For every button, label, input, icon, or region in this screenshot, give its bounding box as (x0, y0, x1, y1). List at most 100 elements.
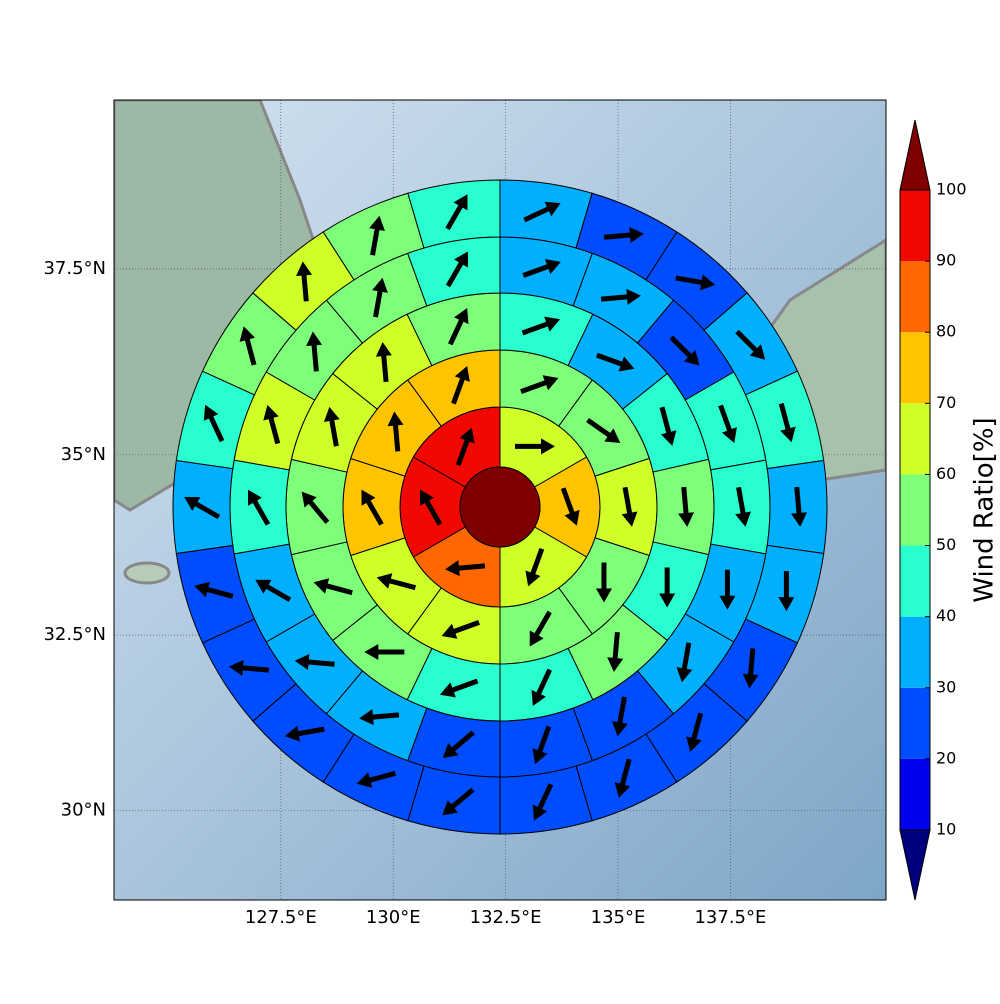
wind-arrow (523, 201, 561, 223)
x-tick-label: 132.5°E (470, 907, 542, 928)
x-tick-label: 135°E (591, 907, 646, 928)
ring-cell (407, 765, 501, 835)
colorbar-tick-label: 100 (936, 180, 967, 199)
wind-arrow (445, 560, 486, 577)
wind-arrow (600, 288, 641, 305)
x-tick-label: 127.5°E (245, 907, 317, 928)
wind-arrow (586, 417, 621, 443)
y-tick-label: 37.5°N (43, 258, 106, 279)
wind-arrow (532, 783, 554, 821)
wind-arrow (323, 406, 340, 447)
map-frame (113, 99, 887, 901)
wind-arrow (596, 352, 635, 372)
wind-arrow (420, 489, 443, 526)
colorbar-tick-label: 30 (936, 677, 956, 696)
colorbar-segment (900, 332, 930, 404)
wind-arrow (742, 648, 759, 689)
colorbar-tick-label: 70 (936, 393, 956, 412)
x-tick-label: 137.5°E (694, 907, 766, 928)
arrows (184, 194, 807, 821)
ring-cell (499, 179, 593, 249)
y-tick-label: 32.5°N (43, 624, 106, 645)
wind-arrow (791, 486, 807, 527)
wind-arrow (532, 725, 552, 765)
wind-arrow (445, 194, 468, 231)
wind-arrow (306, 331, 323, 372)
colorbar-tick-label: 60 (936, 464, 956, 483)
colorbar-extend-low (899, 829, 931, 901)
axes: 127.5°E 130°E 132.5°E 135°E 137.5°E 30°N 32.5°… (43, 258, 766, 928)
colorbar-tick-label: 50 (936, 535, 956, 554)
colorbar-extend-high (899, 119, 931, 191)
wind-arrow (445, 251, 468, 288)
x-tick-label: 130°E (366, 907, 421, 928)
wind-arrow (301, 491, 330, 524)
colorbar-tick-label: 80 (936, 322, 956, 341)
wind-arrow (525, 547, 545, 587)
colorbar-segment (900, 403, 930, 475)
wind-arrow (529, 610, 552, 647)
colorbar-label: Wind Ratio[%] (970, 417, 1000, 602)
colorbar-segment (900, 190, 930, 262)
colorbar-tick-label: 10 (936, 820, 956, 839)
wind-arrow (614, 758, 632, 798)
wind-arrow (675, 274, 716, 291)
colorbar-segment (900, 261, 930, 333)
colorbar-segment (900, 545, 930, 617)
wind-arrow (735, 329, 766, 360)
wind-arrow (718, 404, 737, 444)
wind-arrow (184, 497, 221, 520)
wind-arrow (676, 642, 693, 683)
wind-arrow (442, 787, 475, 816)
wind-arrow (263, 404, 281, 445)
wind-arrow (735, 486, 751, 527)
wind-arrow (595, 562, 612, 603)
wind-arrow (778, 571, 795, 612)
wind-arrow (442, 730, 475, 759)
wind-arrow (361, 489, 384, 526)
center-cell (459, 466, 541, 548)
wind-arrow (359, 709, 400, 726)
wind-arrow (719, 569, 736, 610)
wind-arrow (376, 573, 417, 591)
wind-arrow (678, 486, 694, 527)
wind-arrow (451, 365, 470, 405)
colorbar-tick-label: 20 (936, 748, 956, 767)
wind-arrow (441, 620, 480, 639)
colorbar-frame (899, 189, 931, 831)
colorbar: 10 20 30 40 50 60 70 80 90 100 (899, 119, 967, 901)
y-tick-label: 35°N (61, 444, 106, 465)
wind-arrow (659, 406, 677, 446)
wind-arrow (603, 226, 644, 243)
wind-arrow (239, 326, 257, 366)
wind-arrow (520, 375, 559, 394)
wind-arrow (621, 486, 638, 527)
wind-arrow (531, 668, 552, 706)
wind-arrow (255, 579, 292, 602)
wind-arrow (448, 308, 469, 346)
wind-arrow (669, 335, 700, 366)
wind-arrow (375, 342, 392, 383)
colorbar-segment (900, 616, 930, 688)
wind-arrow (296, 261, 312, 302)
wind-arrow (356, 770, 396, 788)
wind-arrow (228, 659, 270, 676)
wind-arrow (439, 678, 479, 698)
wind-arrow (203, 404, 225, 443)
wind-arrow (560, 487, 580, 526)
wind-arrow (313, 578, 353, 596)
wind-arrow (686, 712, 704, 752)
wind-arrow (521, 316, 561, 336)
wind-arrow (778, 402, 796, 443)
wind-arrow (284, 725, 325, 742)
wind-arrow (455, 427, 475, 467)
wind-arrow (194, 581, 234, 599)
colorbar-tick-label: 40 (936, 606, 956, 625)
wind-arrow (372, 277, 388, 318)
wind-arrow (248, 489, 271, 526)
wind-arrow (659, 567, 676, 608)
wind-arrow (522, 259, 561, 278)
wind-arrow (515, 438, 555, 455)
wind-arrow (294, 654, 335, 671)
